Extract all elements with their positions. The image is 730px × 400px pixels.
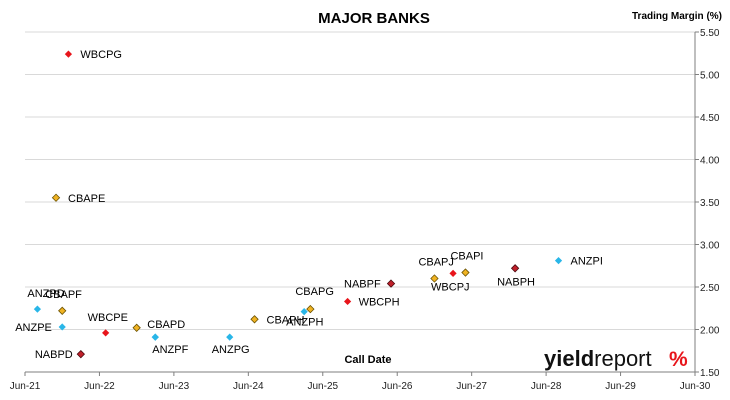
x-tick-label: Jun-21 bbox=[10, 381, 41, 392]
data-point-nabpf bbox=[386, 279, 396, 288]
data-point-cbapg bbox=[306, 304, 315, 314]
x-tick-label: Jun-24 bbox=[233, 381, 264, 392]
data-label-wbcpg: WBCPG bbox=[80, 49, 122, 61]
yieldreport-logo: yieldreport % bbox=[544, 346, 688, 371]
y-tick-label: 5.50 bbox=[700, 28, 720, 39]
data-label-cbapg: CBAPG bbox=[295, 286, 334, 298]
data-label-wbcpj: WBCPJ bbox=[431, 281, 470, 293]
logo-percent-symbol: % bbox=[669, 348, 688, 371]
data-label-cbapf: CBAPF bbox=[45, 289, 82, 301]
chart-title: MAJOR BANKS bbox=[318, 10, 430, 27]
data-point-nabph bbox=[510, 264, 520, 273]
data-point-anzpf bbox=[151, 333, 159, 341]
data-label-cbaph: CBAPH bbox=[267, 314, 305, 326]
data-point-anzpi bbox=[554, 257, 563, 265]
data-point-cbapi bbox=[461, 268, 470, 277]
data-label-nabpd: NABPD bbox=[35, 349, 73, 361]
data-points bbox=[33, 50, 563, 359]
logo-text-bold: yield bbox=[544, 346, 594, 371]
data-label-anzph: ANZPH bbox=[286, 317, 323, 329]
data-point-anzpe bbox=[58, 323, 66, 331]
data-label-cbapd: CBAPD bbox=[147, 319, 185, 331]
data-point-cbapj bbox=[430, 274, 439, 283]
y-tick-label: 4.00 bbox=[700, 156, 720, 167]
x-tick-label: Jun-26 bbox=[382, 381, 413, 392]
data-label-wbcpe: WBCPE bbox=[88, 312, 128, 324]
x-tick-label: Jun-27 bbox=[456, 381, 487, 392]
data-point-wbcpg bbox=[64, 50, 73, 58]
y-tick-labels: 1.50 2.00 2.50 3.00 3.50 4.00 4.50 5.00 5.50 bbox=[695, 28, 720, 379]
data-label-wbcph: WBCPH bbox=[359, 296, 400, 308]
x-tick-label: Jun-30 bbox=[680, 381, 711, 392]
data-point-cbape bbox=[51, 193, 61, 202]
data-point-anzpg bbox=[226, 333, 234, 341]
x-axis-label: Call Date bbox=[344, 354, 391, 366]
data-label-anzpg: ANZPG bbox=[212, 344, 250, 356]
data-point-wbcpe bbox=[102, 329, 110, 337]
y-tick-label: 3.00 bbox=[700, 241, 720, 252]
data-point-wbcph bbox=[343, 297, 352, 306]
data-point-cbapf bbox=[58, 306, 67, 315]
data-label-anzpf: ANZPF bbox=[152, 344, 188, 356]
data-label-anzpe: ANZPE bbox=[15, 322, 52, 334]
x-tick-labels: Jun-21 Jun-22 Jun-23 Jun-24 Jun-25 Jun-26 Jun-… bbox=[10, 372, 711, 392]
x-tick-label: Jun-29 bbox=[605, 381, 636, 392]
data-label-nabpf: NABPF bbox=[344, 279, 381, 291]
y-tick-label: 5.00 bbox=[700, 71, 720, 82]
data-label-anzpd: ANZPD bbox=[27, 288, 64, 300]
data-point-anzph bbox=[300, 308, 308, 316]
x-tick-label: Jun-25 bbox=[307, 381, 338, 392]
data-label-nabph: NABPH bbox=[497, 276, 535, 288]
data-point-anzpd bbox=[33, 305, 42, 313]
svg-text:yieldreport: yieldreport bbox=[544, 346, 652, 371]
x-tick-label: Jun-23 bbox=[159, 381, 190, 392]
data-label-cbapj: CBAPJ bbox=[418, 257, 453, 269]
y-tick-label: 2.00 bbox=[700, 326, 720, 337]
data-point-nabpd bbox=[76, 349, 85, 359]
x-tick-label: Jun-28 bbox=[531, 381, 562, 392]
data-label-cbape: CBAPE bbox=[68, 193, 105, 205]
data-label-cbapi: CBAPI bbox=[450, 251, 483, 263]
y-tick-label: 4.50 bbox=[700, 113, 720, 124]
data-point-wbcpj bbox=[449, 269, 457, 277]
y-tick-label: 1.50 bbox=[700, 368, 720, 379]
y-axis-label: Trading Margin (%) bbox=[632, 11, 722, 22]
logo-text-regular: report bbox=[594, 346, 651, 371]
x-tick-label: Jun-22 bbox=[84, 381, 115, 392]
data-point-cbaph bbox=[250, 315, 259, 324]
y-tick-label: 2.50 bbox=[700, 283, 720, 294]
y-tick-label: 3.50 bbox=[700, 198, 720, 209]
data-point-unlabeled bbox=[132, 323, 141, 332]
data-label-anzpi: ANZPI bbox=[571, 256, 603, 268]
